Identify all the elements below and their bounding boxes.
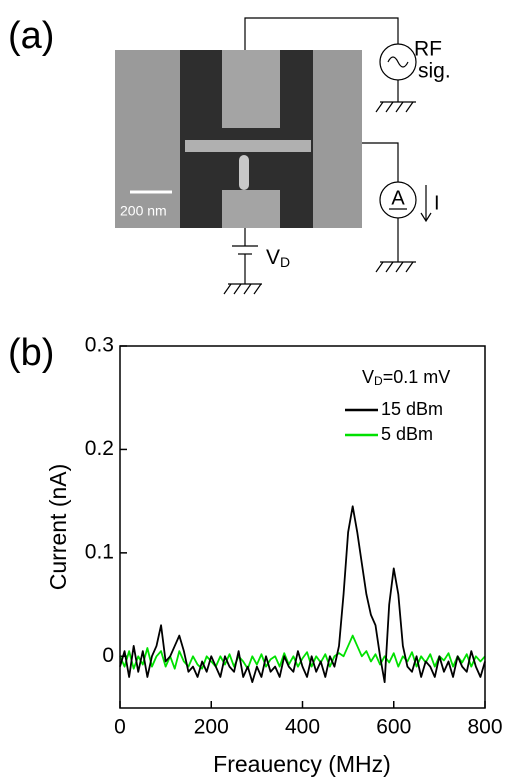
panel-label: (b) (8, 332, 54, 374)
rf-label: RF (414, 38, 442, 61)
figure: (a) 200 nm RF (0, 0, 514, 782)
x-tick-label: 800 (467, 716, 502, 739)
y-tick-label: 0.2 (85, 437, 114, 460)
x-tick-label: 400 (285, 716, 320, 739)
annotation-sub: D (374, 374, 383, 388)
y-tick-label: 0.1 (85, 540, 114, 563)
x-axis-label: Freauency (MHz) (213, 751, 391, 777)
rf-label: sig. (418, 60, 451, 83)
vd-sub: D (280, 254, 290, 270)
x-tick-label: 200 (194, 716, 229, 739)
x-tick-label: 600 (376, 716, 411, 739)
current-label: I (434, 192, 440, 214)
dot (239, 155, 249, 190)
y-tick-label: 0.3 (85, 334, 114, 357)
panel-label: (a) (8, 15, 54, 57)
ammeter-label: A (391, 187, 405, 209)
legend-label: 5 dBm (381, 424, 433, 444)
panel-b: (b) Freauency (MHz) Current (nA) VD=0.1 … (8, 332, 503, 777)
y-axis-label: Current (nA) (45, 464, 71, 591)
scale-label: 200 nm (120, 203, 167, 219)
top-electrode (222, 50, 280, 128)
x-tick-label: 0 (114, 716, 126, 739)
annotation-main: V (362, 367, 374, 387)
panel-a: (a) 200 nm RF (8, 15, 451, 294)
vd-label: VD (266, 246, 290, 270)
y-tick-label: 0 (102, 644, 114, 667)
bottom-electrode (222, 190, 280, 228)
annotation: VD=0.1 mV (362, 367, 450, 388)
legend-label: 15 dBm (381, 399, 443, 419)
vd-main: V (266, 246, 280, 269)
annotation-rest: =0.1 mV (383, 367, 451, 387)
bridge (185, 140, 311, 152)
